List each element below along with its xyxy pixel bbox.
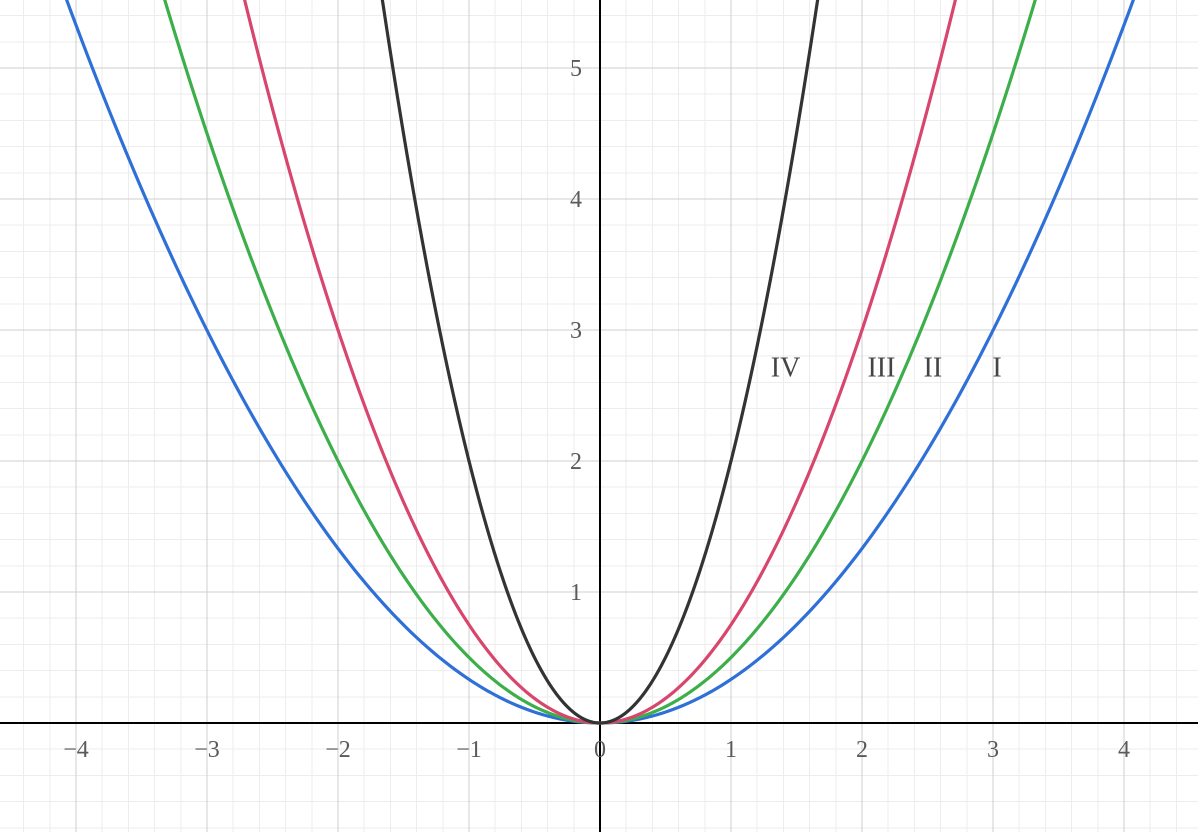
y-tick-label: 5 — [570, 56, 582, 82]
x-tick-label: −1 — [456, 737, 482, 763]
x-tick-label: −4 — [63, 737, 89, 763]
y-tick-label: 4 — [570, 187, 582, 213]
x-tick-label: 2 — [856, 737, 868, 763]
y-tick-label: 3 — [570, 318, 582, 344]
y-tick-label: 2 — [570, 449, 582, 475]
x-tick-label: 1 — [725, 737, 737, 763]
x-tick-label: 4 — [1118, 737, 1130, 763]
curve-label-I: I — [992, 352, 1001, 383]
y-tick-label: 1 — [570, 580, 582, 606]
curve-label-III: III — [867, 352, 895, 383]
parabola-chart: −4−3−2−10123412345IVIIIIII — [0, 0, 1198, 832]
x-tick-label: −3 — [194, 737, 220, 763]
x-tick-label: −2 — [325, 737, 351, 763]
x-tick-label: 0 — [594, 737, 606, 763]
curve-label-IV: IV — [771, 352, 801, 383]
curve-label-II: II — [924, 352, 943, 383]
x-tick-label: 3 — [987, 737, 999, 763]
